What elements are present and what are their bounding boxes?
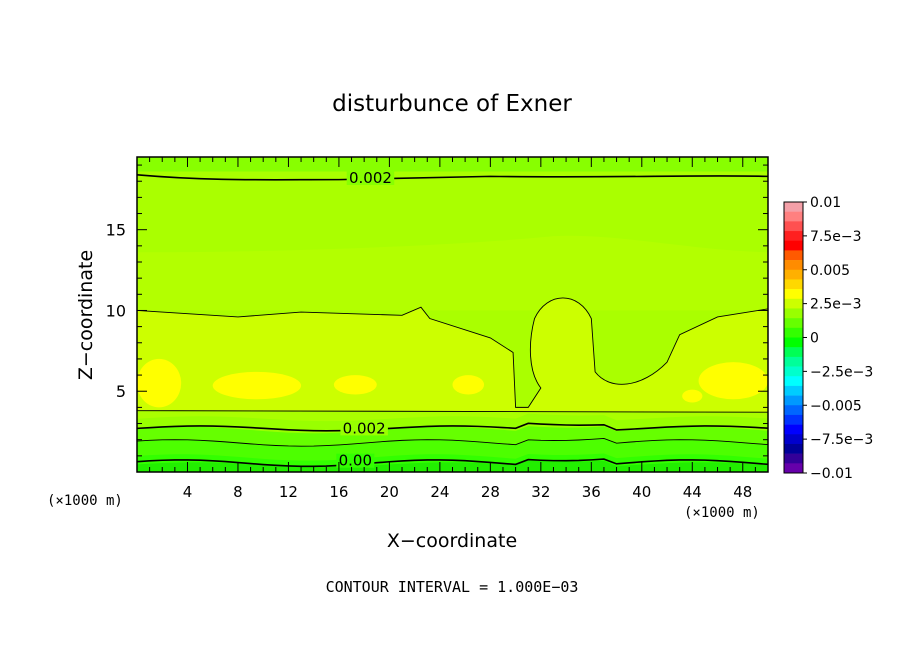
colorbar-swatch — [784, 337, 803, 348]
x-unit-left: (×1000 m) — [47, 493, 123, 509]
yellow-region — [452, 375, 485, 395]
yellow-region — [137, 358, 182, 408]
contour-lines — [136, 173, 769, 468]
colorbar-label: −7.5e−3 — [810, 432, 873, 448]
x-axis-label: X−coordinate — [387, 530, 517, 552]
contour-label-background — [336, 453, 375, 468]
contour-label: 0.002 — [349, 169, 392, 187]
colorbar-swatch — [784, 260, 803, 271]
colorbar-label: −2.5e−3 — [810, 364, 873, 380]
colorbar-swatch — [784, 443, 803, 454]
colorbar-swatch — [784, 308, 803, 319]
x-tick-label: 48 — [733, 483, 752, 501]
chart-title: disturbunce of Exner — [332, 91, 572, 117]
x-tick-label: 32 — [531, 483, 550, 501]
colorbar-swatch — [784, 298, 803, 309]
x-tick-label: 4 — [183, 483, 193, 501]
y-tick-label: 5 — [116, 382, 126, 401]
yellow-region — [333, 375, 377, 395]
colorbar-swatch — [784, 240, 803, 251]
contour-line — [136, 297, 769, 413]
x-tick-label: 36 — [582, 483, 601, 501]
contour-interval-note: CONTOUR INTERVAL = 1.000E−03 — [326, 578, 579, 596]
colorbar-swatch — [784, 211, 803, 222]
colorbar-swatch — [784, 347, 803, 358]
yellow-region — [698, 362, 768, 400]
y-tick-label: 15 — [106, 221, 126, 240]
colorbar-swatch — [784, 395, 803, 406]
colorbar-swatch — [784, 366, 803, 377]
colorbar-swatch — [784, 318, 803, 329]
y-tick-label: 10 — [106, 301, 126, 320]
y-axis-label: Z−coordinate — [75, 250, 97, 380]
contour-line — [136, 438, 769, 447]
x-tick-label: 20 — [380, 483, 399, 501]
colorbar-swatch — [784, 279, 803, 290]
colorbar-label: 0 — [810, 331, 819, 347]
colorbar-swatch — [784, 453, 803, 464]
colorbar-label: −0.005 — [810, 398, 862, 414]
x-tick-label: 40 — [632, 483, 651, 501]
colorbar-swatch — [784, 376, 803, 387]
colorbar-swatch — [784, 202, 803, 212]
contour-line — [136, 458, 769, 468]
colorbar-swatch — [784, 463, 803, 474]
colorbar-swatch — [784, 414, 803, 425]
colorbar-swatch — [784, 424, 803, 435]
contour-label-background — [346, 171, 395, 185]
contour-label-background — [340, 421, 388, 436]
field-lowest-band — [137, 460, 768, 472]
colorbar-label: 2.5e−3 — [810, 297, 862, 313]
colorbar-swatch — [784, 405, 803, 416]
contour-line — [136, 422, 769, 432]
x-tick-label: 8 — [233, 483, 243, 501]
colorbar-swatch — [784, 356, 803, 367]
colorbar-label: 0.005 — [810, 263, 850, 279]
colorbar-label: 7.5e−3 — [810, 229, 862, 245]
x-tick-label: 12 — [279, 483, 298, 501]
yellow-region — [682, 389, 703, 403]
colorbar-swatch — [784, 221, 803, 232]
colorbar-swatch — [784, 327, 803, 338]
yellow-region — [212, 371, 302, 400]
field-top-band — [137, 157, 768, 172]
colorbar: 0.01 7.5e−3 0.005 2.5e−3 0 −2.5e−3 −0.005 −7.5e… — [783, 195, 873, 482]
x-tick-label: 44 — [683, 483, 702, 501]
colorbar-label: −0.01 — [810, 466, 853, 482]
x-tick-label: 28 — [481, 483, 500, 501]
x-tick-label: 16 — [329, 483, 348, 501]
contour-line — [136, 173, 769, 181]
colorbar-swatch — [784, 434, 803, 445]
contour-label: 0.00 — [339, 452, 372, 470]
contour-labels: 0.002 0.002 0.00 — [336, 169, 395, 470]
colorbar-swatch — [784, 250, 803, 261]
colorbar-swatch — [784, 231, 803, 242]
colorbar-swatch — [784, 289, 803, 300]
colorbar-swatch — [784, 269, 803, 280]
field-mid-band — [137, 235, 768, 311]
colorbar-swatch — [784, 385, 803, 396]
x-unit-right: (×1000 m) — [684, 505, 760, 521]
colorbar-label: 0.01 — [810, 195, 841, 211]
contour-field — [137, 157, 768, 472]
x-tick-label: 24 — [430, 483, 449, 501]
contour-label: 0.002 — [343, 419, 386, 437]
